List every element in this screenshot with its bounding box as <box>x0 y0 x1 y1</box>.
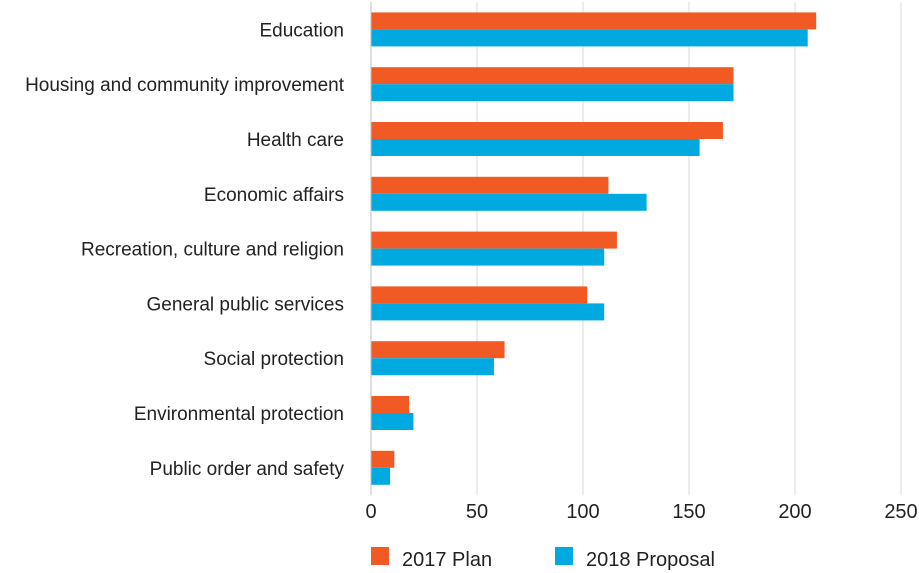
bar-plan-2017 <box>371 122 723 139</box>
category-label: Education <box>259 20 344 41</box>
bar-plan-2017 <box>371 176 609 194</box>
x-tick-label: 200 <box>778 501 811 523</box>
bar-proposal-2018 <box>371 413 414 430</box>
bar-proposal-2018 <box>371 248 605 266</box>
category-label: Housing and community improvement <box>25 75 345 96</box>
x-tick-label: 150 <box>672 501 705 523</box>
category-label: Public order and safety <box>150 459 345 480</box>
legend: 2017 Plan 2018 Proposal <box>371 547 715 571</box>
category-label: Health care <box>247 130 344 151</box>
bar-plan-2017 <box>371 286 588 304</box>
category-label: Economic affairs <box>204 185 344 206</box>
legend-label: 2018 Proposal <box>586 549 715 571</box>
bar-plan-2017 <box>371 67 734 85</box>
bar-plan-2017 <box>371 450 395 468</box>
x-tick-label: 100 <box>566 501 599 523</box>
category-label: Recreation, culture and religion <box>81 240 344 261</box>
x-tick-label: 0 <box>365 501 376 523</box>
bar-proposal-2018 <box>371 139 700 156</box>
bar-proposal-2018 <box>371 29 808 47</box>
x-tick-label: 50 <box>466 501 488 523</box>
x-axis-tick-labels: 0 50 100 150 200 250 <box>365 501 917 523</box>
bar-plan-2017 <box>371 341 505 359</box>
bar-proposal-2018 <box>371 84 734 102</box>
category-labels: Education Housing and community improveme… <box>25 20 345 479</box>
bar-proposal-2018 <box>371 467 391 485</box>
bar-proposal-2018 <box>371 358 494 376</box>
bar-plan-2017 <box>371 396 410 413</box>
category-label: Social protection <box>204 349 344 370</box>
legend-label: 2017 Plan <box>402 549 492 571</box>
legend-swatch <box>371 547 389 565</box>
category-label: Environmental protection <box>134 404 344 425</box>
legend-swatch <box>555 547 573 565</box>
bars <box>371 12 817 485</box>
x-tick-label: 250 <box>884 501 917 523</box>
bar-plan-2017 <box>371 231 617 249</box>
bar-proposal-2018 <box>371 303 605 321</box>
bar-plan-2017 <box>371 12 817 30</box>
category-label: General public services <box>147 294 344 315</box>
bar-proposal-2018 <box>371 193 647 211</box>
